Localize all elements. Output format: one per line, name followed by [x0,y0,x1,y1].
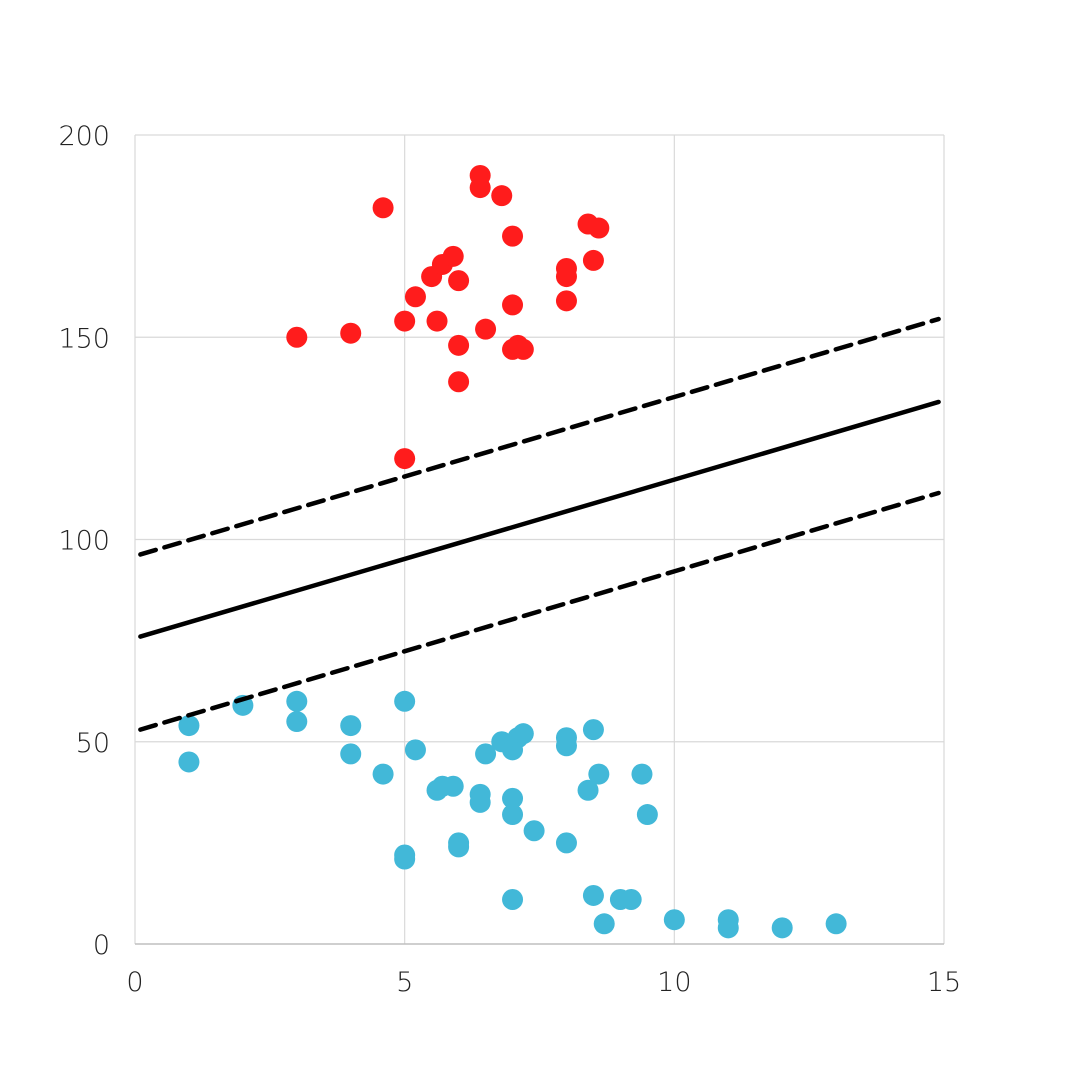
data-point [394,448,416,470]
x-tick-label: 10 [657,967,691,998]
data-point [502,787,524,809]
y-tick-label: 150 [58,323,110,354]
data-point [582,884,604,906]
data-point [631,763,653,785]
data-point [577,779,599,801]
data-point [394,310,416,332]
data-point [469,791,491,813]
data-point [620,889,642,911]
data-point [372,197,394,219]
data-point [555,832,577,854]
data-point [502,889,524,911]
lower-margin-line [138,490,941,732]
y-tick-label: 100 [58,526,110,557]
data-point [286,711,308,733]
data-point [178,715,200,737]
data-point [286,326,308,348]
data-point [588,763,610,785]
data-point [426,310,448,332]
data-point [442,245,464,267]
x-tick-label: 15 [927,967,961,998]
data-point [555,290,577,312]
data-point [512,723,534,745]
data-point [502,225,524,247]
data-point [582,249,604,271]
data-point [717,917,739,939]
data-point [636,804,658,826]
data-point [582,719,604,741]
data-point [340,322,362,344]
data-points [178,164,847,939]
data-point [555,735,577,757]
data-point [404,739,426,761]
x-axis-tick-labels: 0 5 10 15 [126,967,961,998]
data-point [448,371,470,393]
data-point [475,318,497,340]
data-point [771,917,793,939]
data-point [825,913,847,935]
series-class-red [286,164,610,470]
data-point [555,266,577,288]
data-point [286,690,308,712]
data-point [340,743,362,765]
y-tick-label: 0 [93,930,110,961]
data-point [469,177,491,199]
data-point [340,715,362,737]
data-point [178,751,200,773]
y-tick-label: 200 [58,121,110,152]
data-point [448,270,470,292]
separator-lines [138,316,941,732]
data-point [475,743,497,765]
x-tick-label: 5 [396,967,413,998]
y-axis-tick-labels: 0 50 100 150 200 [58,121,110,961]
data-point [404,286,426,308]
y-tick-label: 50 [76,728,110,759]
data-point [588,217,610,239]
axes [134,135,944,945]
data-point [502,294,524,316]
series-class-blue [178,690,847,939]
x-tick-label: 0 [126,967,143,998]
data-point [523,820,545,842]
gridlines [135,134,945,944]
data-point [394,848,416,870]
data-point [448,334,470,356]
data-point [448,836,470,858]
data-point [663,909,685,931]
data-point [593,913,615,935]
data-point [502,804,524,826]
upper-margin-line [138,316,941,557]
data-point [372,763,394,785]
data-point [394,690,416,712]
data-point [512,338,534,360]
data-point [491,185,513,207]
data-point [442,775,464,797]
decision-boundary-line [138,399,941,639]
